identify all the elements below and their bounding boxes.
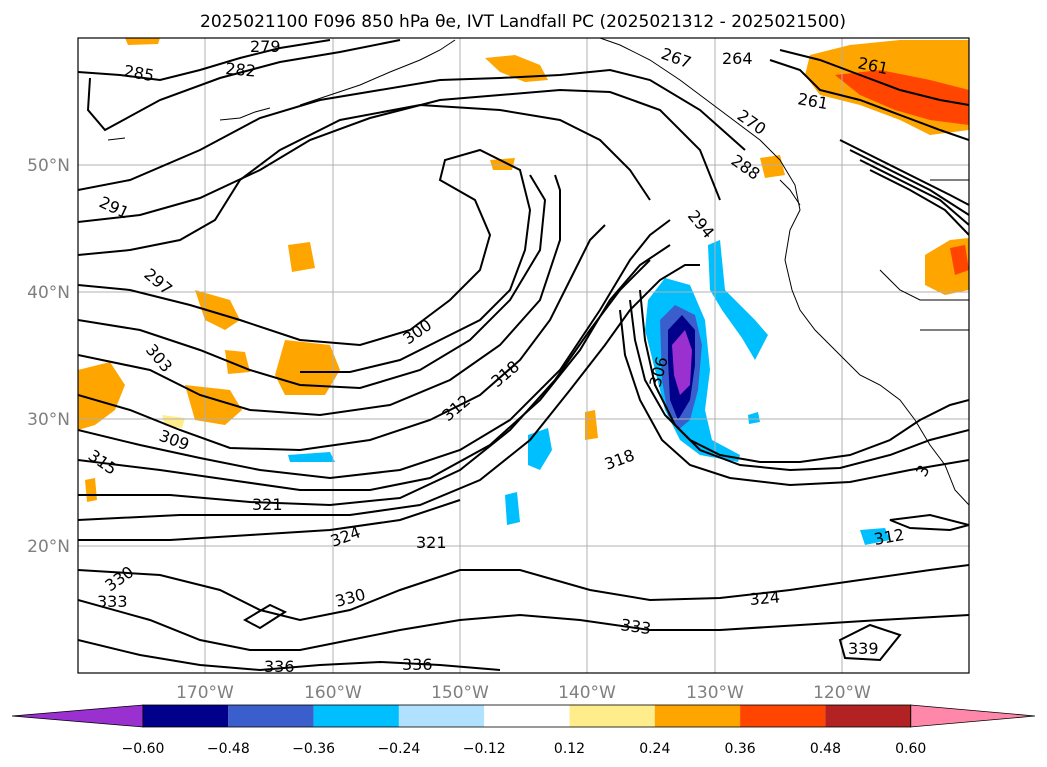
contour-label: 339 bbox=[848, 639, 879, 658]
colorbar-segment bbox=[825, 705, 911, 727]
contour-label: 336 bbox=[264, 657, 295, 676]
gridlines bbox=[78, 38, 969, 673]
colorbar-tick: 0.36 bbox=[725, 741, 756, 757]
contour-label: 321 bbox=[252, 495, 283, 514]
colorbar-segment bbox=[654, 705, 741, 727]
colorbar-tick: −0.36 bbox=[292, 741, 335, 757]
map-border bbox=[77, 37, 970, 674]
positive-ivt-shading bbox=[78, 38, 969, 502]
colorbar-segment bbox=[398, 705, 485, 727]
lat-tick: 20°N bbox=[27, 537, 70, 557]
colorbar-extend-left bbox=[11, 704, 144, 728]
colorbar-segment bbox=[484, 705, 570, 727]
contour-label: 333 bbox=[97, 592, 128, 611]
colorbar-tick: 0.60 bbox=[895, 741, 926, 757]
colorbar-tick: 0.12 bbox=[554, 741, 585, 757]
lon-tick: 150°W bbox=[431, 683, 489, 703]
contour-label: 321 bbox=[416, 533, 447, 552]
colorbar-segment bbox=[228, 705, 314, 727]
theta-e-contours bbox=[78, 39, 969, 672]
lon-tick: 140°W bbox=[558, 683, 616, 703]
lat-tick: 30°N bbox=[27, 410, 70, 430]
lat-tick-labels: 50°N 40°N 30°N 20°N bbox=[27, 156, 70, 557]
lon-tick: 120°W bbox=[813, 683, 871, 703]
colorbar-tick: −0.24 bbox=[377, 741, 420, 757]
contour-label: 264 bbox=[722, 49, 753, 68]
colorbar-tick: −0.48 bbox=[207, 741, 250, 757]
lat-tick: 50°N bbox=[27, 156, 70, 176]
contour-label: 333 bbox=[619, 615, 652, 638]
colorbar-tick: 0.48 bbox=[810, 741, 841, 757]
colorbar-tick: 0.24 bbox=[639, 741, 670, 757]
colorbar-segment bbox=[313, 705, 399, 727]
lon-tick: 160°W bbox=[304, 683, 362, 703]
colorbar-tick: −0.60 bbox=[122, 741, 165, 757]
contour-label: 336 bbox=[402, 655, 433, 674]
colorbar-segment bbox=[569, 705, 655, 727]
lon-tick: 170°W bbox=[176, 683, 234, 703]
lat-tick: 40°N bbox=[27, 283, 70, 303]
contour-label: 279 bbox=[250, 37, 281, 56]
lon-tick-labels: 170°W 160°W 150°W 140°W 130°W 120°W bbox=[176, 683, 871, 703]
negative-ivt-shading bbox=[288, 240, 890, 545]
lon-tick: 130°W bbox=[686, 683, 744, 703]
colorbar-ticks: −0.60 −0.48 −0.36 −0.24 −0.12 0.12 0.24 … bbox=[122, 741, 927, 757]
colorbar-tick: −0.12 bbox=[463, 741, 506, 757]
contour-label: 282 bbox=[225, 59, 257, 81]
coastline bbox=[107, 38, 969, 506]
colorbar: −0.60 −0.48 −0.36 −0.24 −0.12 0.12 0.24 … bbox=[11, 704, 1036, 757]
colorbar-segment bbox=[740, 705, 826, 727]
colorbar-extend-right bbox=[910, 704, 1036, 728]
colorbar-segment bbox=[143, 705, 229, 727]
map-title: 2025021100 F096 850 hPa θe, IVT Landfall… bbox=[200, 12, 846, 32]
contour-label: 324 bbox=[749, 587, 781, 609]
map-area: 279 282 285 264 267 261 261 270 288 291 … bbox=[78, 37, 969, 676]
